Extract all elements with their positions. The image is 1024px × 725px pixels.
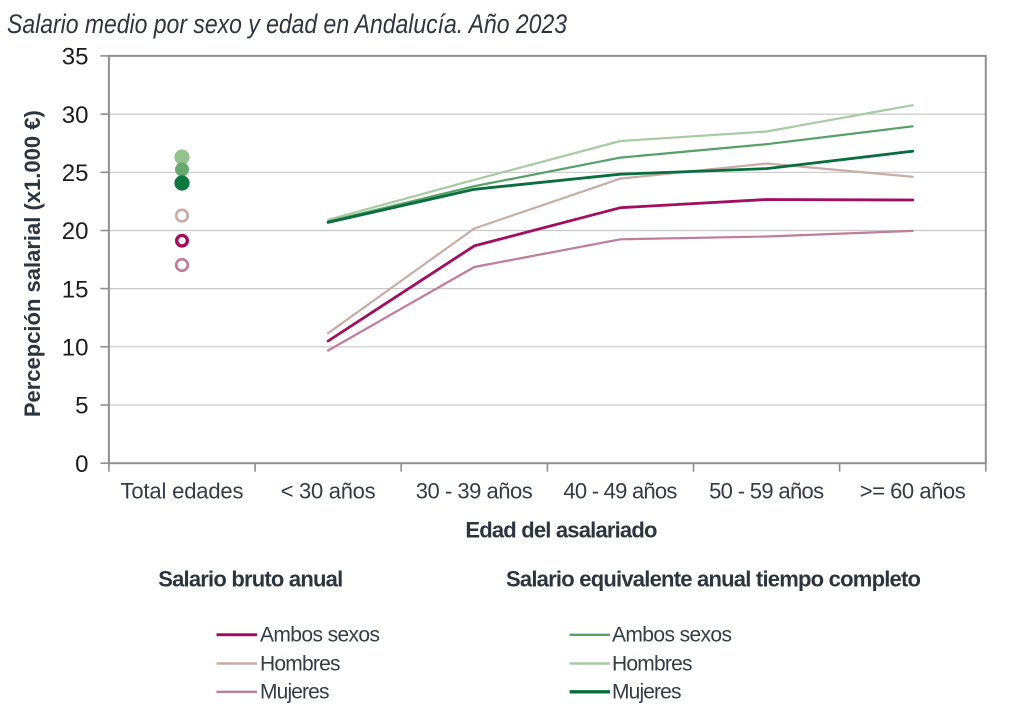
svg-text:5: 5 bbox=[75, 393, 88, 420]
svg-text:Percepción salarial (x1.000 €): Percepción salarial (x1.000 €) bbox=[20, 110, 45, 417]
svg-text:Salario medio por sexo y edad: Salario medio por sexo y edad en Andaluc… bbox=[7, 9, 567, 39]
svg-text:15: 15 bbox=[62, 276, 89, 303]
svg-text:Ambos sexos: Ambos sexos bbox=[260, 624, 380, 647]
svg-text:Ambos sexos: Ambos sexos bbox=[612, 624, 732, 647]
svg-text:35: 35 bbox=[62, 44, 89, 71]
svg-text:Edad del asalariado: Edad del asalariado bbox=[465, 518, 657, 543]
svg-text:50 - 59 años: 50 - 59 años bbox=[709, 479, 824, 504]
svg-text:25: 25 bbox=[62, 160, 89, 187]
svg-text:Total edades: Total edades bbox=[121, 479, 244, 504]
svg-text:30 - 39 años: 30 - 39 años bbox=[416, 479, 533, 504]
svg-text:Hombres: Hombres bbox=[612, 653, 693, 676]
svg-text:10: 10 bbox=[62, 335, 89, 362]
svg-text:40 - 49 años: 40 - 49 años bbox=[563, 479, 677, 504]
svg-text:Mujeres: Mujeres bbox=[260, 681, 330, 704]
svg-text:Salario bruto anual: Salario bruto anual bbox=[158, 567, 343, 592]
svg-text:Salario equivalente anual tiem: Salario equivalente anual tiempo complet… bbox=[506, 567, 921, 592]
svg-text:20: 20 bbox=[62, 218, 89, 245]
svg-text:Hombres: Hombres bbox=[260, 653, 341, 676]
svg-text:0: 0 bbox=[75, 451, 88, 478]
svg-text:30: 30 bbox=[62, 102, 89, 129]
svg-text:>= 60 años: >= 60 años bbox=[860, 479, 966, 504]
svg-text:< 30 años: < 30 años bbox=[281, 479, 376, 504]
svg-text:Mujeres: Mujeres bbox=[612, 681, 682, 704]
